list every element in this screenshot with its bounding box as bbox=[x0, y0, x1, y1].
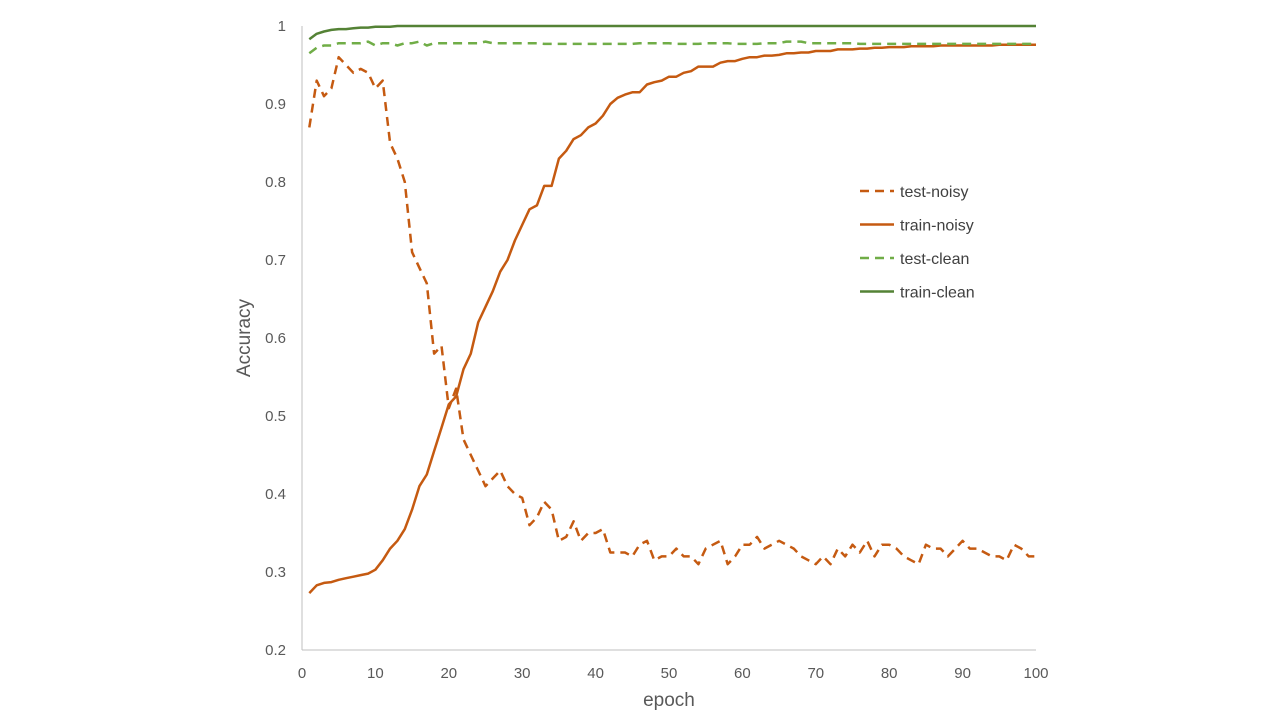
y-tick-label: 0.7 bbox=[265, 252, 286, 269]
series-line-train-clean bbox=[308, 24, 1036, 41]
x-tick-label: 70 bbox=[807, 665, 824, 682]
x-tick-label: 20 bbox=[440, 665, 457, 682]
y-tick-label: 0.3 bbox=[265, 564, 286, 581]
series-line-test-clean bbox=[308, 40, 1036, 55]
x-tick-label: 30 bbox=[514, 665, 531, 682]
y-tick-label: 0.6 bbox=[265, 330, 286, 347]
x-tick-label: 60 bbox=[734, 665, 751, 682]
y-tick-label: 0.4 bbox=[265, 486, 286, 503]
x-tick-label: 40 bbox=[587, 665, 604, 682]
x-tick-label: 80 bbox=[881, 665, 898, 682]
legend-label-train-clean: train-clean bbox=[900, 285, 975, 302]
x-tick-label: 90 bbox=[954, 665, 971, 682]
x-tick-label: 10 bbox=[367, 665, 384, 682]
legend-label-train-noisy: train-noisy bbox=[900, 218, 974, 235]
y-tick-label: 0.5 bbox=[265, 408, 286, 425]
y-tick-label: 0.2 bbox=[265, 642, 286, 659]
series-line-test-noisy bbox=[308, 55, 1036, 566]
x-axis-title: epoch bbox=[643, 690, 695, 711]
chart-legend: test-noisy train-noisy test-clean train-cle… bbox=[860, 184, 975, 302]
x-tick-label: 100 bbox=[1023, 665, 1048, 682]
y-axis-title: Accuracy bbox=[234, 298, 255, 377]
y-tick-label: 1 bbox=[278, 18, 286, 35]
legend-label-test-clean: test-clean bbox=[900, 251, 969, 268]
legend-label-test-noisy: test-noisy bbox=[900, 184, 968, 201]
chart-series bbox=[308, 24, 1036, 594]
y-tick-label: 0.8 bbox=[265, 174, 286, 191]
series-line-train-noisy bbox=[308, 43, 1036, 594]
x-tick-label: 0 bbox=[298, 665, 306, 682]
y-tick-label: 0.9 bbox=[265, 96, 286, 113]
chart-axes bbox=[301, 26, 1036, 651]
chart-ticks: 0 10 20 30 40 50 60 70 80 90 100 0.2 0.3 0.4 0.5 0.6 0.7… bbox=[265, 18, 1048, 682]
x-tick-label: 50 bbox=[661, 665, 678, 682]
